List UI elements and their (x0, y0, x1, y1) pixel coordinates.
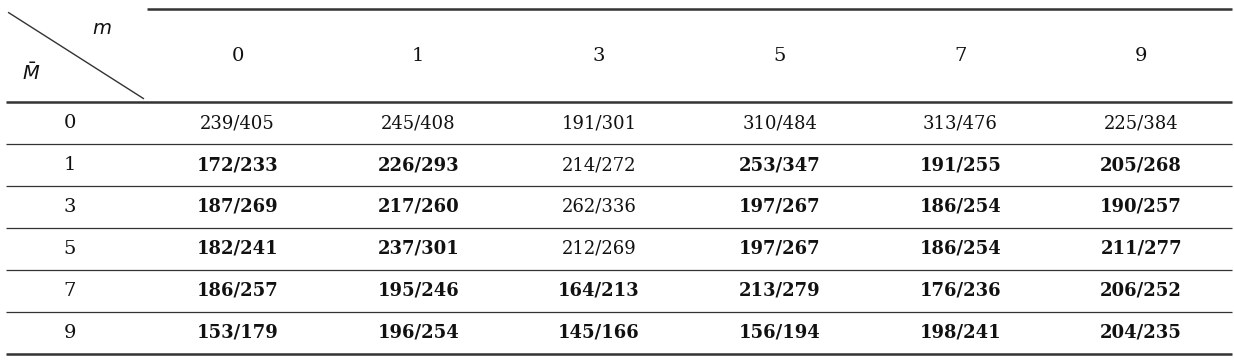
Text: 214/272: 214/272 (561, 156, 637, 174)
Text: 253/347: 253/347 (739, 156, 821, 174)
Text: 205/268: 205/268 (1101, 156, 1182, 174)
Text: 7: 7 (63, 282, 75, 300)
Text: 3: 3 (592, 47, 605, 65)
Text: 213/279: 213/279 (739, 282, 821, 300)
Text: 164/213: 164/213 (558, 282, 639, 300)
Text: 313/476: 313/476 (923, 114, 998, 132)
Text: 187/269: 187/269 (196, 198, 279, 216)
Text: 204/235: 204/235 (1101, 324, 1182, 342)
Text: 197/267: 197/267 (739, 240, 821, 258)
Text: 1: 1 (63, 156, 75, 174)
Text: 196/254: 196/254 (378, 324, 459, 342)
Text: 206/252: 206/252 (1101, 282, 1182, 300)
Text: 172/233: 172/233 (196, 156, 279, 174)
Text: 153/179: 153/179 (196, 324, 279, 342)
Text: 239/405: 239/405 (200, 114, 275, 132)
Text: 1: 1 (412, 47, 424, 65)
Text: 190/257: 190/257 (1101, 198, 1182, 216)
Text: 156/194: 156/194 (739, 324, 821, 342)
Text: 182/241: 182/241 (196, 240, 279, 258)
Text: 145/166: 145/166 (558, 324, 639, 342)
Text: $m$: $m$ (93, 20, 112, 38)
Text: 226/293: 226/293 (378, 156, 459, 174)
Text: 0: 0 (63, 114, 75, 132)
Text: 9: 9 (63, 324, 75, 342)
Text: 211/277: 211/277 (1101, 240, 1182, 258)
Text: 191/301: 191/301 (561, 114, 637, 132)
Text: 0: 0 (231, 47, 243, 65)
Text: 7: 7 (954, 47, 966, 65)
Text: 212/269: 212/269 (561, 240, 637, 258)
Text: 176/236: 176/236 (919, 282, 1001, 300)
Text: 9: 9 (1135, 47, 1148, 65)
Text: 186/257: 186/257 (196, 282, 279, 300)
Text: 5: 5 (774, 47, 786, 65)
Text: 310/484: 310/484 (742, 114, 817, 132)
Text: 3: 3 (63, 198, 75, 216)
Text: 195/246: 195/246 (378, 282, 459, 300)
Text: 5: 5 (63, 240, 75, 258)
Text: $\bar{M}$: $\bar{M}$ (22, 62, 41, 84)
Text: 186/254: 186/254 (919, 240, 1001, 258)
Text: 225/384: 225/384 (1104, 114, 1178, 132)
Text: 191/255: 191/255 (919, 156, 1001, 174)
Text: 237/301: 237/301 (378, 240, 459, 258)
Text: 186/254: 186/254 (919, 198, 1001, 216)
Text: 197/267: 197/267 (739, 198, 821, 216)
Text: 217/260: 217/260 (378, 198, 459, 216)
Text: 262/336: 262/336 (561, 198, 637, 216)
Text: 198/241: 198/241 (919, 324, 1001, 342)
Text: 245/408: 245/408 (381, 114, 455, 132)
